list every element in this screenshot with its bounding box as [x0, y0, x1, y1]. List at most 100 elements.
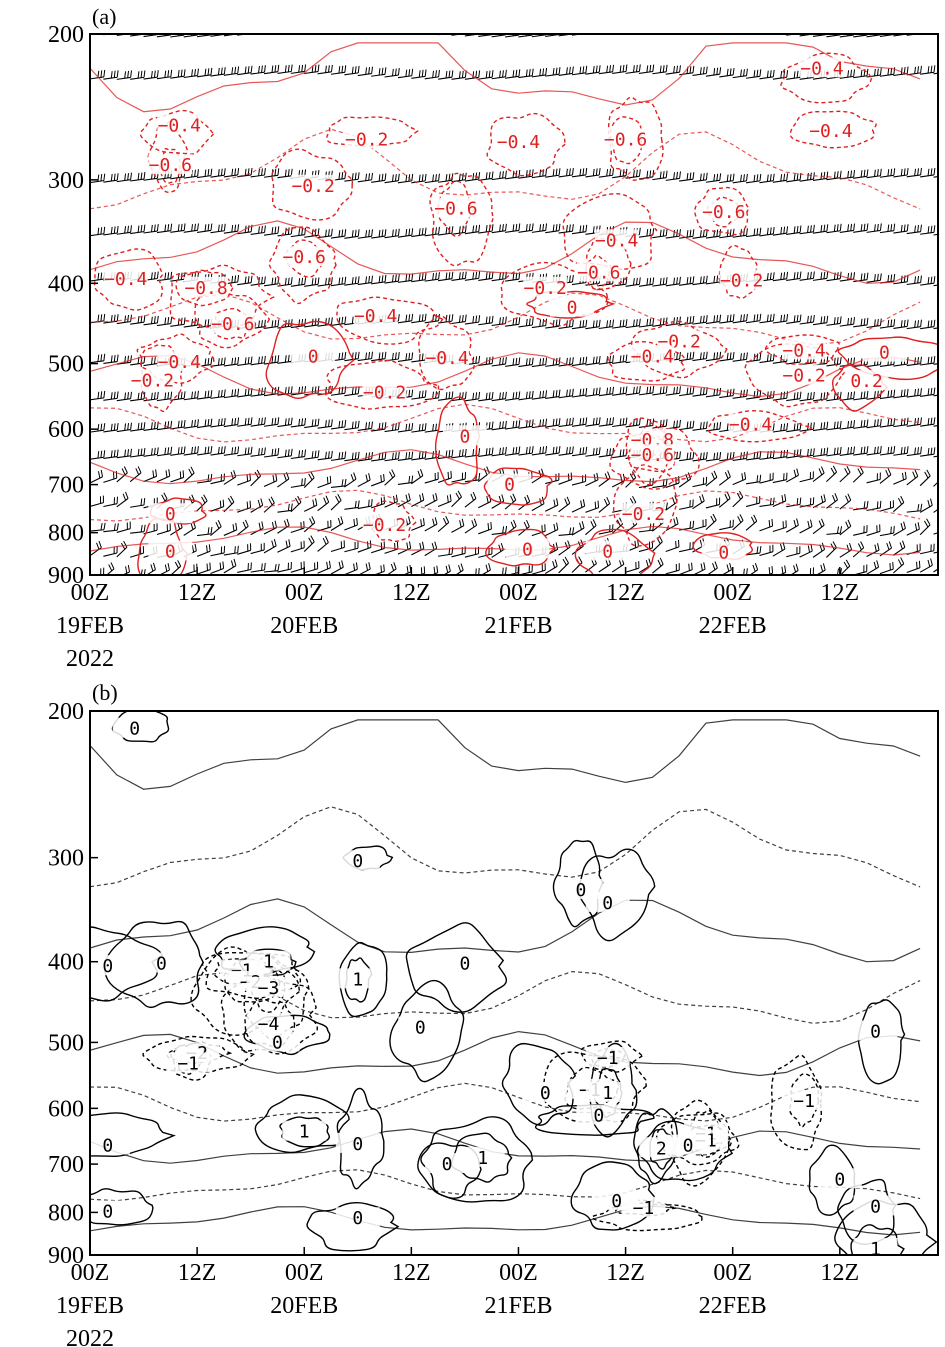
wind-barb [504, 446, 521, 456]
contour-line [336, 296, 444, 345]
contour-label: −4 [258, 1014, 280, 1035]
wind-barb [893, 446, 909, 456]
wind-barb [879, 34, 895, 37]
wind-barb [143, 391, 159, 402]
wind-barb [531, 357, 548, 368]
wind-barb [853, 390, 869, 401]
wind-barb [692, 229, 708, 239]
contour-label-bg [148, 540, 193, 561]
contour-line [578, 848, 656, 942]
wind-barb [531, 418, 548, 429]
wind-barb [451, 518, 465, 533]
wind-barb [625, 169, 641, 179]
contour-label-bg [130, 369, 175, 390]
wind-barb [411, 518, 425, 531]
wind-barb [799, 172, 815, 182]
wind-barb [545, 522, 559, 537]
wind-barb [799, 519, 813, 534]
wind-barb [103, 391, 119, 401]
y-tick-label: 300 [48, 168, 84, 194]
contour-line [718, 244, 758, 300]
wind-barb [853, 525, 868, 536]
contour-label: −0.6 [211, 314, 254, 335]
wind-barb [558, 167, 574, 178]
contour-line [90, 719, 921, 790]
wind-barb [90, 450, 106, 460]
wind-barb [692, 421, 708, 431]
wind-barb [103, 422, 119, 433]
contour-line [486, 112, 566, 177]
wind-barb [598, 355, 615, 365]
wind-barb [237, 446, 253, 457]
y-tick-label: 800 [48, 521, 84, 547]
wind-barb [344, 500, 360, 510]
wind-barb [491, 170, 507, 181]
wind-barb [719, 351, 735, 362]
wind-barb [223, 224, 240, 234]
wind-barb [839, 317, 856, 327]
contour-label: 0 [567, 298, 578, 319]
wind-barb [183, 390, 199, 401]
wind-barb [826, 223, 842, 234]
contour-label-bg [817, 1168, 862, 1189]
wind-barb [544, 559, 558, 575]
wind-barb [330, 451, 347, 461]
wind-barb [317, 277, 333, 287]
wind-barb [196, 562, 211, 575]
wind-barb [424, 69, 440, 80]
contour-line [429, 172, 494, 267]
wind-barb [919, 498, 933, 513]
wind-barb [933, 363, 938, 365]
wind-barb [919, 518, 931, 536]
wind-barb [679, 172, 695, 182]
wind-barb [504, 169, 521, 180]
wind-barb [277, 417, 293, 428]
wind-barb [638, 318, 655, 328]
contour-label: −1 [793, 1091, 815, 1112]
wind-barb [839, 446, 856, 456]
contour-label: 2 [656, 1138, 667, 1159]
wind-barb [705, 470, 718, 487]
wind-barb [746, 173, 762, 184]
wind-barb [384, 274, 400, 284]
contour-label: −0.4 [595, 230, 638, 251]
wind-barb [504, 357, 521, 367]
contour-label-bg [576, 261, 621, 282]
wind-barb [277, 518, 290, 534]
contour-line [770, 1054, 823, 1151]
wind-barb [531, 318, 548, 329]
wind-barb [156, 316, 173, 327]
wind-barb [732, 352, 748, 362]
wind-barb [906, 388, 922, 398]
wind-barb [852, 466, 864, 483]
wind-barb [906, 417, 922, 427]
wind-barb [223, 558, 237, 574]
date-label: 22FEB [699, 613, 767, 639]
wind-barb [839, 519, 852, 536]
wind-barb [424, 173, 440, 184]
contour-line [612, 464, 678, 547]
wind-barb [718, 470, 731, 486]
wind-barb [250, 498, 264, 513]
wind-barb [317, 519, 332, 532]
wind-barb [478, 34, 493, 38]
wind-barb [143, 469, 158, 483]
contour-line [243, 1014, 331, 1056]
wind-barb [411, 353, 427, 363]
wind-barb [277, 448, 293, 459]
wind-barb [454, 563, 464, 575]
contour-label: 1 [602, 1083, 613, 1104]
wind-barb [812, 447, 829, 458]
wind-barb [893, 471, 907, 485]
contour-line [90, 352, 921, 398]
wind-barb [759, 518, 774, 532]
wind-barb [263, 276, 280, 287]
wind-barb [531, 223, 548, 233]
wind-barb [545, 223, 561, 234]
wind-barb [424, 313, 440, 324]
wind-barb [317, 64, 333, 75]
contour-label: −0.2 [131, 370, 174, 391]
wind-barb [612, 64, 628, 74]
wind-barb [330, 65, 347, 75]
wind-barb [277, 562, 292, 573]
